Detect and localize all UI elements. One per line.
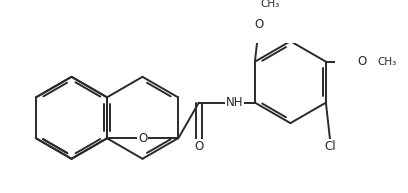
Text: CH₃: CH₃ <box>260 0 279 9</box>
Text: O: O <box>138 132 147 145</box>
Text: NH: NH <box>226 96 243 109</box>
Text: CH₃: CH₃ <box>378 57 397 67</box>
Text: Cl: Cl <box>324 140 336 152</box>
Text: O: O <box>255 18 264 31</box>
Text: O: O <box>357 55 366 68</box>
Text: O: O <box>194 140 204 152</box>
